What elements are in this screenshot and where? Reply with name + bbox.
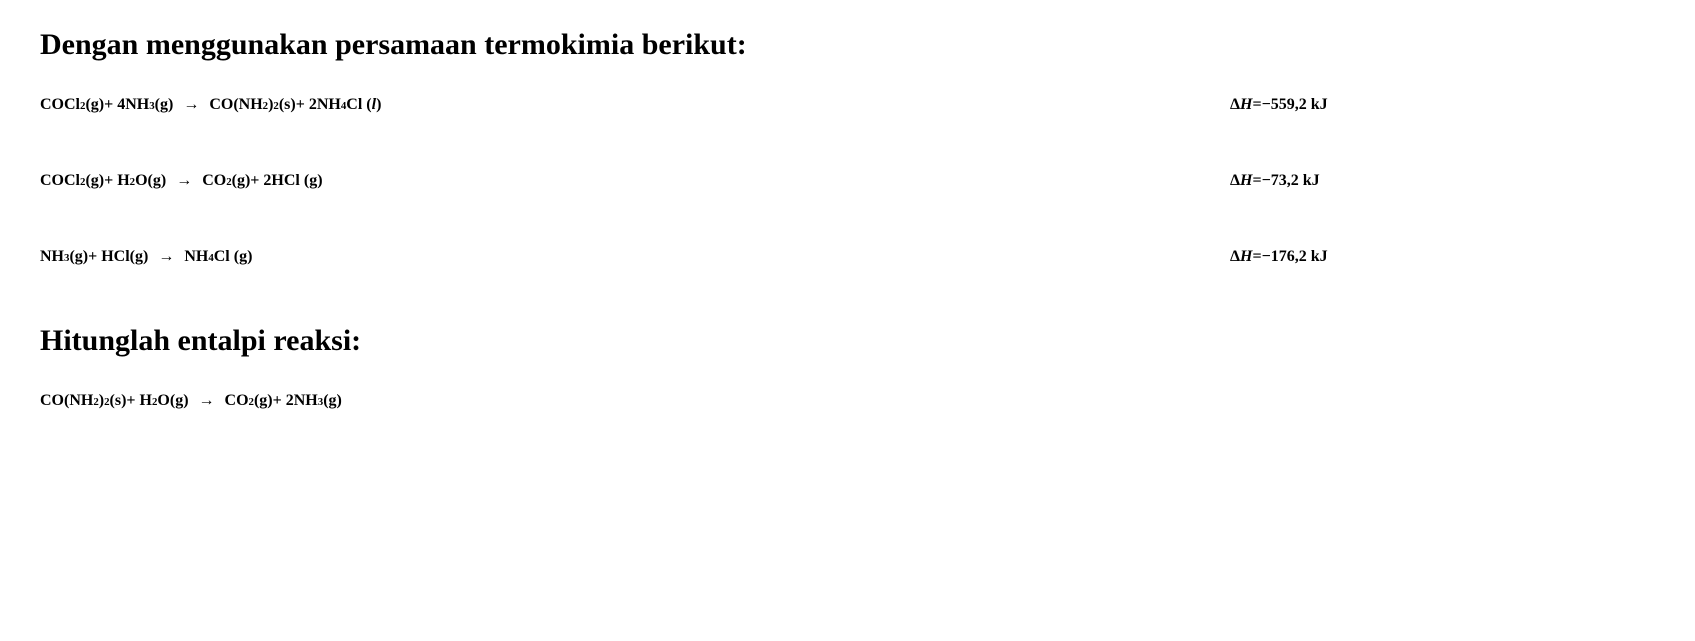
tgt-rhs-state-1: (g) [254,392,273,410]
eq3-lhs-species-2: + HCl(g) [88,248,148,266]
equation-row-1: COCl2(g) + 4NH3(g) → CO(NH2)2(s) + 2NH4C… [40,96,1655,142]
equation-1: COCl2(g) + 4NH3(g) → CO(NH2)2(s) + 2NH4C… [40,96,381,114]
delta-h-2: ΔH = −73,2 kJ [1230,172,1320,190]
h-symbol: H [1240,96,1252,114]
eq1-rhs-state-1: (s) [279,96,296,114]
arrow-icon: → [173,96,209,114]
equation-3: NH3(g) + HCl(g) → NH4Cl (g) [40,248,252,266]
dh3-eq: = [1252,248,1261,266]
dh1-eq: = [1252,96,1261,114]
eq1-rhs-species-1: CO(NH [209,96,262,114]
tgt-rhs-state-2: (g) [323,392,342,410]
equation-2: COCl2(g) + H2O(g) → CO2(g) + 2HCl (g) [40,172,323,190]
dh3-value: −176,2 kJ [1262,248,1328,266]
eq1-rhs-tail: Cl ( [346,96,371,114]
eq3-rhs-state-1: Cl (g) [214,248,253,266]
eq1-lhs-state-2: (g) [155,96,174,114]
eq1-lhs-species-1: COCl [40,96,80,114]
equation-row-2: COCl2(g) + H2O(g) → CO2(g) + 2HCl (g) ΔH… [40,172,1655,218]
h-symbol: H [1240,248,1252,266]
arrow-icon: → [166,172,202,190]
arrow-icon: → [189,392,225,410]
eq2-rhs-species-1: CO [202,172,226,190]
tgt-rhs-species-2: + 2NH [273,392,318,410]
delta-symbol: Δ [1230,96,1240,114]
arrow-icon: → [148,248,184,266]
delta-h-3: ΔH = −176,2 kJ [1230,248,1328,266]
eq2-lhs-state-2: O(g) [135,172,166,190]
intro-text: Dengan menggunakan persamaan termokimia … [40,28,1655,62]
eq1-rhs-close: ) [376,96,381,114]
delta-h-1: ΔH = −559,2 kJ [1230,96,1328,114]
eq3-lhs-species-1: NH [40,248,64,266]
equation-row-3: NH3(g) + HCl(g) → NH4Cl (g) ΔH = −176,2 … [40,248,1655,294]
calc-text: Hitunglah entalpi reaksi: [40,324,1655,358]
tgt-lhs-state-2: O(g) [157,392,188,410]
h-symbol: H [1240,172,1252,190]
target-equation-row: CO(NH2)2(s) + H2O(g) → CO2(g) + 2NH3 (g) [40,392,1655,438]
eq2-lhs-species-1: COCl [40,172,80,190]
tgt-lhs-species-1: CO(NH [40,392,93,410]
eq3-rhs-species-1: NH [184,248,208,266]
eq1-rhs-species-2: + 2NH [296,96,341,114]
eq1-lhs-state-1: (g) [85,96,104,114]
eq3-lhs-state-1: (g) [69,248,88,266]
dh1-value: −559,2 kJ [1262,96,1328,114]
eq2-lhs-species-2: + H [104,172,130,190]
target-equation: CO(NH2)2(s) + H2O(g) → CO2(g) + 2NH3 (g) [40,392,342,410]
delta-symbol: Δ [1230,172,1240,190]
tgt-rhs-species-1: CO [225,392,249,410]
eq2-rhs-state-1: (g) [232,172,251,190]
eq2-lhs-state-1: (g) [85,172,104,190]
eq2-rhs-species-2: + 2HCl (g) [250,172,322,190]
eq1-lhs-species-2: + 4NH [104,96,149,114]
tgt-lhs-state-1: (s) [110,392,127,410]
dh2-value: −73,2 kJ [1262,172,1320,190]
tgt-lhs-species-2: + H [126,392,152,410]
delta-symbol: Δ [1230,248,1240,266]
dh2-eq: = [1252,172,1261,190]
